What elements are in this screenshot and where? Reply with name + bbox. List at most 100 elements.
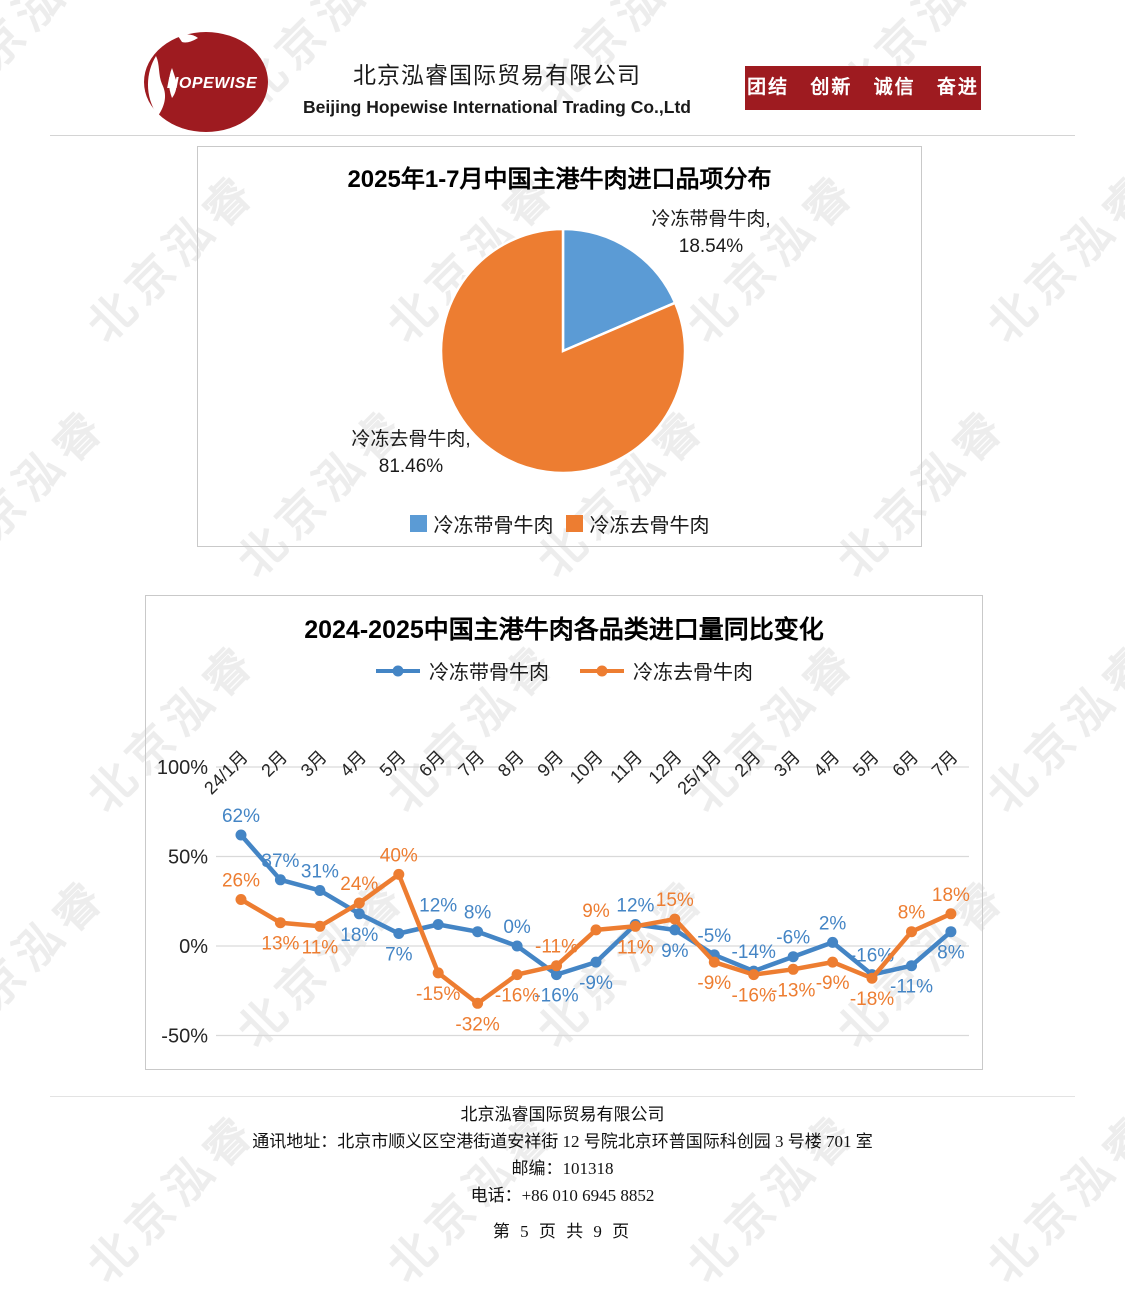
page-number: 第 5 页 共 9 页 (492, 1222, 633, 1241)
data-point (551, 969, 562, 981)
pie-chart-panel: 2025年1-7月中国主港牛肉进口品项分布 冷冻带骨牛肉, 18.54% 冷冻去… (197, 146, 922, 547)
footer-divider (50, 1096, 1075, 1097)
data-point (629, 920, 641, 932)
data-point (590, 924, 602, 936)
pie-legend: 冷冻带骨牛肉 冷冻去骨牛肉 (198, 509, 921, 538)
data-point (708, 956, 720, 968)
x-axis-tick: 7月 (454, 747, 488, 781)
data-label: 9% (661, 941, 689, 962)
data-label: -13% (771, 980, 815, 1001)
logo-globe (144, 32, 268, 132)
data-label: 31% (301, 862, 339, 883)
x-axis-tick: 3月 (770, 747, 804, 781)
data-label: -9% (579, 973, 613, 994)
data-point (945, 908, 957, 920)
legend-item-boneless: 冷冻去骨牛肉 (579, 656, 753, 685)
data-point (787, 951, 799, 963)
data-point (235, 894, 247, 905)
legend-label: 冷冻去骨牛肉 (589, 515, 710, 537)
data-label: -15% (416, 984, 460, 1005)
data-point (827, 956, 839, 968)
data-point (274, 917, 286, 929)
x-axis-tick: 8月 (494, 747, 528, 781)
data-point (432, 967, 444, 979)
logo-swirl (178, 34, 198, 43)
data-label: -6% (776, 928, 810, 949)
hopewise-logo: HOPEWISE (144, 32, 268, 132)
data-point (472, 926, 484, 938)
legend-item-with-bone: 冷冻带骨牛肉 (375, 656, 549, 685)
slogan-banner: 团结 创新 诚信 奋进 (745, 66, 981, 110)
data-label: -9% (816, 973, 850, 994)
data-label: -16% (732, 986, 776, 1007)
data-label: 12% (419, 896, 457, 917)
x-axis-tick: 2月 (731, 747, 765, 781)
y-axis-tick: 100% (157, 757, 208, 779)
company-name-block: 北京泓睿国际贸易有限公司 Beijing Hopewise Internatio… (297, 56, 697, 118)
legend-marker-line-icon (376, 665, 420, 676)
x-axis-tick: 6月 (888, 747, 922, 781)
legend-swatch-blue-icon (409, 515, 427, 532)
x-axis-tick: 7月 (928, 747, 962, 781)
data-point (314, 920, 326, 932)
data-point (906, 926, 917, 938)
line-chart-panel: 2024-2025中国主港牛肉各品类进口量同比变化 冷冻带骨牛肉 冷冻去骨牛肉 (145, 595, 983, 1070)
pie-callout-boneless: 冷冻去骨牛肉, 81.46% (291, 426, 531, 480)
data-label: 9% (582, 901, 610, 922)
footer-company: 北京泓睿国际贸易有限公司 (460, 1105, 665, 1124)
x-axis-tick: 5月 (849, 747, 883, 781)
data-label: 11% (617, 937, 654, 958)
data-label: 12% (616, 896, 654, 917)
pie-chart (439, 227, 687, 475)
data-point (353, 908, 365, 920)
y-axis-tick: -50% (161, 1026, 208, 1048)
data-label: 0% (503, 917, 531, 938)
legend-marker-line-icon (580, 665, 624, 676)
data-label: -16% (495, 986, 539, 1007)
footer-postal: 邮编：101318 (511, 1159, 614, 1178)
data-point (669, 913, 681, 925)
x-axis-tick: 6月 (415, 747, 449, 781)
data-label: 13% (261, 934, 299, 955)
footer-phone: 电话：+86 010 6945 8852 (470, 1186, 655, 1205)
logo-face-inner (169, 68, 177, 98)
footer-address: 通讯地址：北京市顺义区空港街道安祥街 12 号院北京环普国际科创园 3 号楼 7… (252, 1132, 873, 1151)
data-label: 62% (222, 806, 260, 827)
data-label: 8% (464, 903, 492, 924)
line-chart-title: 2024-2025中国主港牛肉各品类进口量同比变化 (304, 616, 824, 644)
data-label: 18% (340, 925, 378, 946)
data-label: 8% (898, 903, 926, 924)
y-axis-tick: 0% (179, 936, 208, 958)
legend-label: 冷冻带骨牛肉 (429, 662, 549, 684)
pie-callout-with-bone: 冷冻带骨牛肉, 18.54% (586, 206, 836, 260)
data-label: -5% (697, 926, 731, 947)
data-point (274, 874, 286, 886)
data-label: -11% (535, 937, 578, 958)
data-label: 37% (261, 851, 299, 872)
pie-callout-label: 冷冻去骨牛肉, (351, 429, 471, 450)
data-label: -32% (455, 1014, 499, 1035)
data-label: 18% (932, 885, 970, 906)
x-axis-tick: 9月 (533, 747, 567, 781)
data-label: 15% (656, 890, 694, 911)
data-point (906, 960, 917, 972)
company-name-zh: 北京泓睿国际贸易有限公司 (353, 62, 641, 88)
data-point (472, 997, 484, 1009)
pie-chart-title: 2025年1-7月中国主港牛肉进口品项分布 (347, 166, 772, 193)
x-axis-tick: 2月 (257, 747, 291, 781)
legend-label: 冷冻去骨牛肉 (633, 662, 753, 684)
data-label: 40% (380, 845, 418, 866)
data-point (669, 924, 681, 936)
x-axis-tick: 25/1月 (673, 747, 725, 799)
data-label: -11% (890, 977, 933, 998)
data-point (235, 829, 247, 841)
x-axis-tick: 4月 (809, 747, 843, 781)
data-point (787, 963, 799, 975)
data-point (945, 926, 957, 938)
data-label: -18% (850, 989, 894, 1010)
data-label: 26% (222, 871, 260, 892)
data-label: -16% (534, 986, 578, 1007)
x-axis-tick: 4月 (336, 747, 370, 781)
data-point (866, 972, 878, 984)
